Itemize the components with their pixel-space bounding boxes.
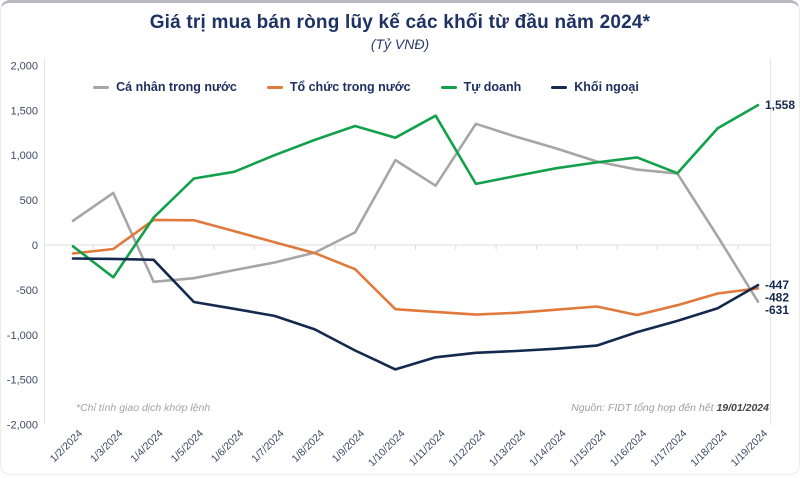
x-tick-label: 1/2/2024	[48, 428, 85, 465]
x-tick-label: 1/12/2024	[447, 428, 489, 470]
source-date: 19/01/2024	[716, 402, 769, 414]
x-tick-label: 1/8/2024	[289, 428, 326, 465]
x-tick-label: 1/9/2024	[330, 428, 367, 465]
chart-source: Nguồn: FIDT tổng hợp đến hết 19/01/2024	[571, 402, 769, 414]
series-line-to-chuc-trong-nuoc	[71, 218, 760, 317]
series-line-khoi-ngoai	[71, 257, 760, 371]
x-tick-label: 1/16/2024	[608, 428, 650, 470]
legend-dash-icon	[266, 85, 283, 89]
x-tick-label: 1/6/2024	[209, 428, 246, 465]
legend-dash-icon	[93, 85, 110, 89]
y-tick-label: 500	[20, 195, 38, 207]
y-tick-label: -2,000	[7, 420, 38, 432]
series-line-ca-nhan-trong-nuoc	[71, 122, 760, 304]
legend-item-to-chuc-trong-nuoc: Tổ chức trong nước	[266, 80, 411, 94]
end-value-label-to-chuc-trong-nuoc: -482	[765, 291, 789, 305]
x-tick-label: 1/11/2024	[407, 428, 448, 469]
legend-dash-icon	[440, 85, 457, 89]
x-tick-label: 1/13/2024	[487, 428, 529, 470]
end-value-label-khoi-ngoai: -447	[765, 278, 789, 292]
x-tick-label: 1/15/2024	[567, 428, 609, 470]
x-tick-label: 1/19/2024	[729, 428, 771, 470]
legend-dash-icon	[551, 85, 568, 89]
y-tick-label: 1,000	[10, 150, 38, 162]
x-tick-label: 1/7/2024	[249, 428, 286, 465]
x-tick-label: 1/5/2024	[169, 428, 206, 465]
chart-title: Giá trị mua bán ròng lũy kế các khối từ …	[149, 12, 651, 33]
x-tick-label: 1/18/2024	[688, 428, 730, 470]
y-tick-label: -1,000	[7, 330, 38, 342]
y-tick-label: 0	[32, 240, 38, 252]
series-line-tu-doanh	[71, 103, 760, 279]
legend-label: Cá nhân trong nước	[116, 80, 237, 94]
y-tick-label: -1,500	[7, 375, 38, 387]
line-chart: 2,000 1,500 1,000 500 0 -500 -1,000 -1,500 -2,00…	[7, 58, 795, 470]
legend-label: Tự doanh	[463, 80, 522, 94]
legend-item-ca-nhan-trong-nuoc: Cá nhân trong nước	[93, 80, 237, 94]
end-value-label-tu-doanh: 1,558	[765, 98, 795, 112]
y-tick-label: -500	[16, 285, 38, 297]
y-tick-label: 2,000	[10, 60, 38, 72]
x-tick-label: 1/10/2024	[366, 428, 408, 470]
chart-subtitle: (Tỷ VNĐ)	[370, 36, 430, 52]
end-value-label-ca-nhan-trong-nuoc: -631	[765, 303, 789, 317]
legend-label: Khối ngoại	[574, 80, 639, 94]
x-tick-label: 1/3/2024	[88, 428, 125, 465]
legend-item-tu-doanh: Tự doanh	[440, 80, 522, 94]
x-tick-label: 1/14/2024	[527, 428, 569, 470]
chart-footnote: *Chỉ tính giao dịch khớp lệnh	[76, 402, 211, 414]
legend-label: Tổ chức trong nước	[289, 80, 411, 94]
legend-item-khoi-ngoai: Khối ngoại	[551, 80, 639, 94]
x-tick-label: 1/17/2024	[648, 428, 690, 470]
y-tick-label: 1,500	[10, 105, 38, 117]
x-tick-label: 1/4/2024	[128, 428, 165, 465]
source-prefix: Nguồn: FIDT tổng hợp đến hết	[571, 402, 717, 414]
chart-legend: Cá nhân trong nước Tổ chức trong nước Tự d…	[1, 80, 731, 94]
